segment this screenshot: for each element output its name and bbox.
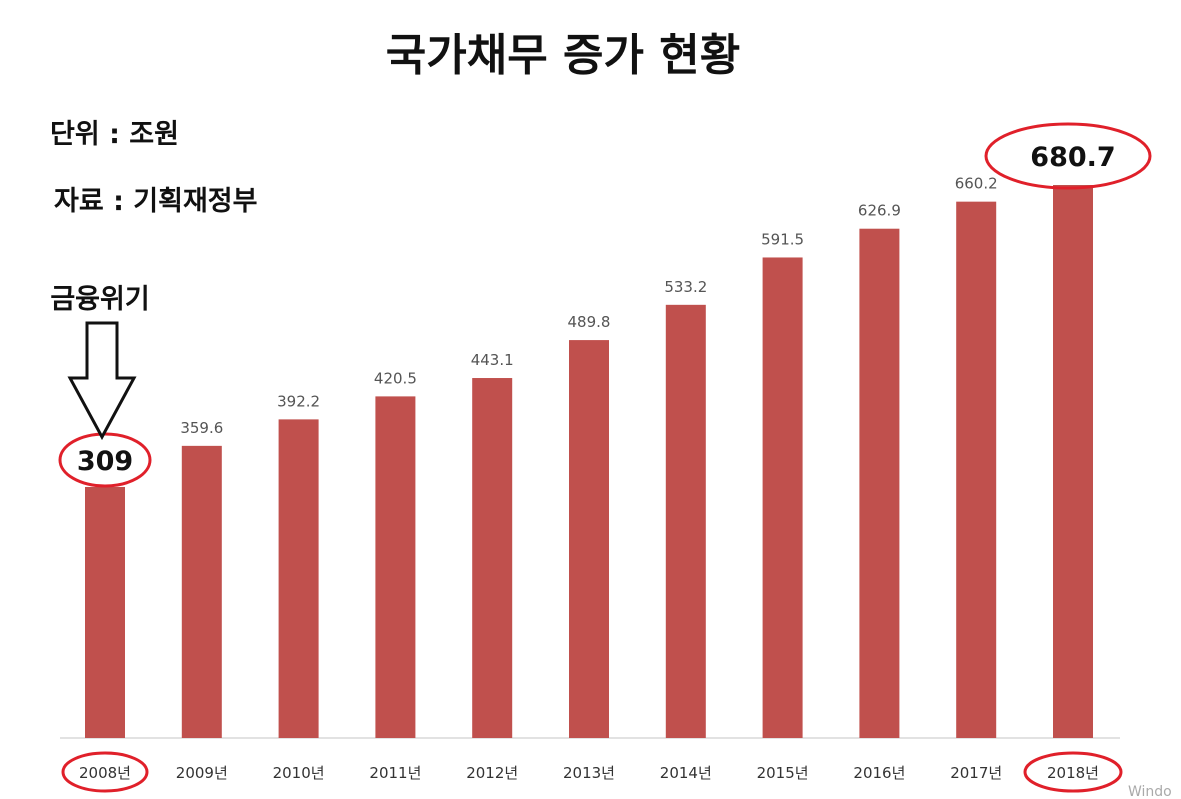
highlight-ellipse-year (1023, 751, 1123, 793)
x-tick-label: 2018년 (1047, 764, 1099, 782)
financial-crisis-annotation: 금융위기 (50, 284, 149, 315)
value-label: 626.9 (858, 202, 901, 220)
bar-2008년 (85, 486, 125, 738)
unit-label: 단위 : 조원 (50, 119, 179, 150)
value-label: 591.5 (761, 230, 804, 248)
x-tick-label: 2008년 (79, 764, 131, 782)
source-label: 자료 : 기획재정부 (54, 186, 257, 217)
x-tick-label: 2013년 (563, 764, 615, 782)
bar-2016년 (859, 228, 900, 738)
bar-2009년 (181, 445, 222, 738)
bar-2017년 (956, 201, 997, 738)
bar-2018년 (1053, 185, 1093, 738)
highlighted-value-label: 309 (77, 446, 133, 477)
bar-2012년 (472, 378, 513, 738)
x-tick-label: 2015년 (757, 764, 809, 782)
highlight-ellipse-year (61, 751, 149, 793)
bar-2011년 (375, 396, 416, 738)
highlighted-value-label: 680.7 (1030, 142, 1115, 173)
value-label: 533.2 (664, 278, 707, 296)
value-label: 392.2 (277, 392, 320, 410)
highlight-ellipse-value (984, 122, 1152, 190)
bar-2013년 (569, 340, 609, 738)
value-label: 443.1 (471, 351, 514, 369)
watermark-text: Windo (1128, 784, 1172, 799)
x-tick-labels: 2008년 2009년 2010년 2011년 2012년 2013년 2014년 2015년… (79, 764, 1099, 782)
x-tick-label: 2012년 (466, 764, 518, 782)
x-tick-label: 2011년 (369, 764, 421, 782)
bar-2010년 (278, 419, 319, 738)
value-label: 660.2 (955, 175, 998, 193)
value-label: 420.5 (374, 369, 417, 387)
value-label: 359.6 (180, 419, 223, 437)
down-arrow-icon (67, 321, 137, 441)
x-tick-label: 2016년 (853, 764, 905, 782)
bar-2015년 (762, 257, 803, 738)
bar-2014년 (665, 304, 706, 738)
bars (85, 185, 1093, 738)
x-tick-label: 2009년 (176, 764, 228, 782)
x-tick-label: 2014년 (660, 764, 712, 782)
value-label: 489.8 (568, 313, 611, 331)
x-tick-label: 2017년 (950, 764, 1002, 782)
x-tick-label: 2010년 (273, 764, 325, 782)
chart-title: 국가채무 증가 현황 (386, 30, 740, 81)
value-labels: 309 359.6 392.2 420.5 443.1 489.8 533.2 591.5 62… (77, 142, 1116, 477)
